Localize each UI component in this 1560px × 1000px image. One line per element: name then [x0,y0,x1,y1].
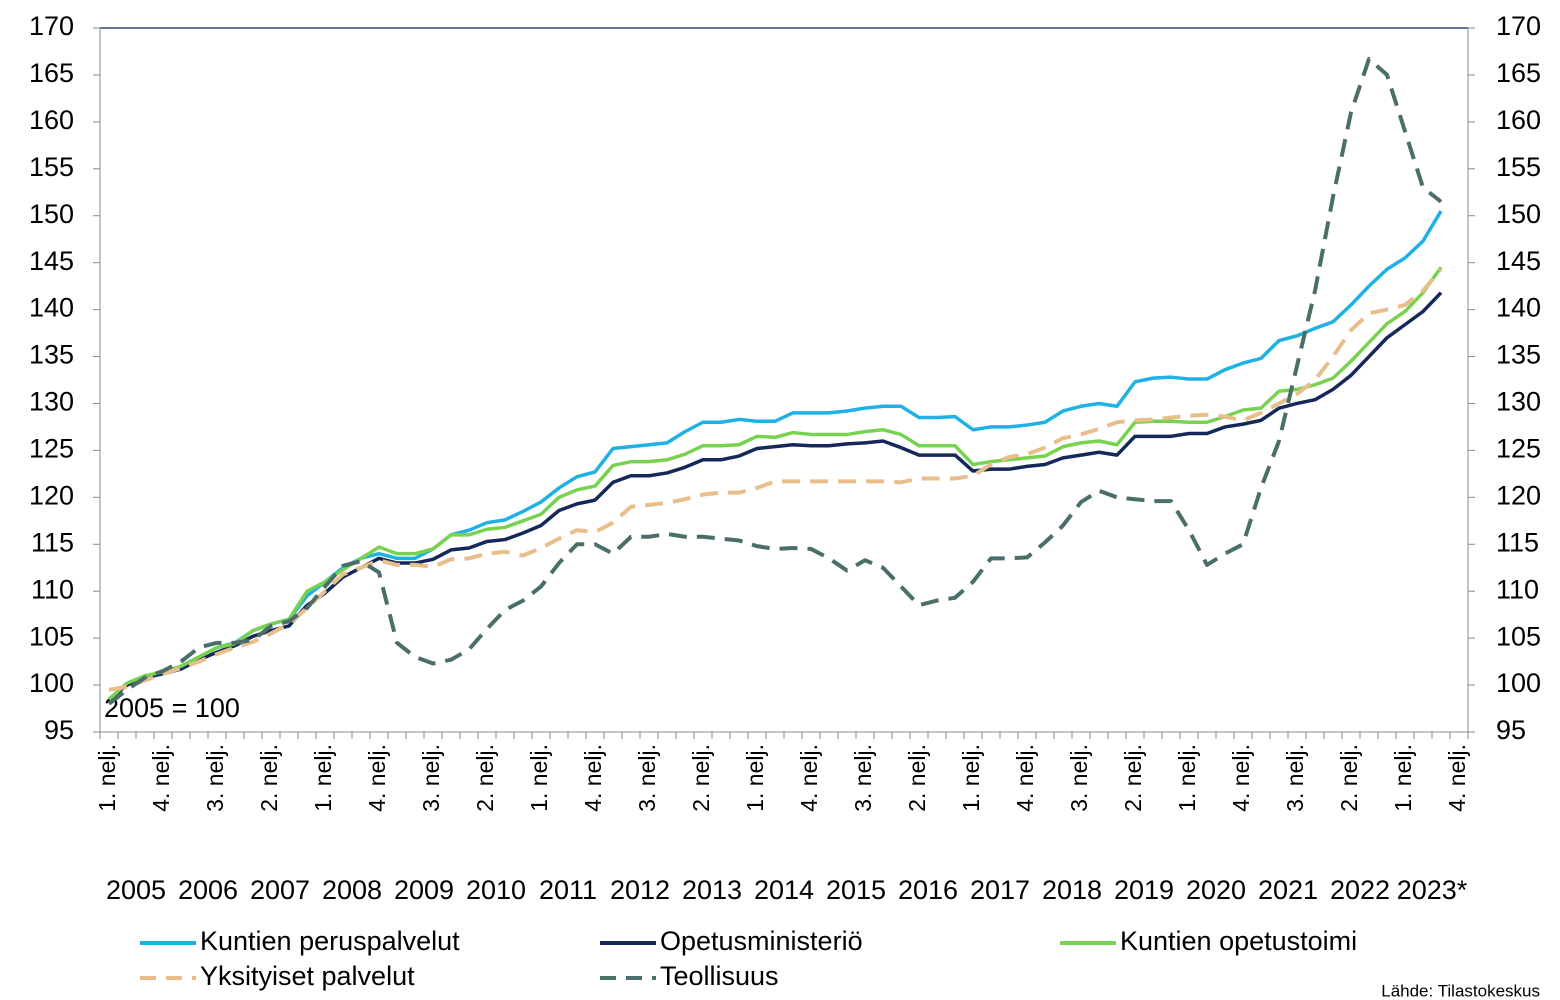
year-label: 2021 [1258,875,1318,905]
x-tick-label: 1. nelj. [94,744,120,812]
y2-tick-label: 130 [1496,387,1541,417]
source: Lähde: Tilastokeskus [1381,981,1540,1000]
year-label: 2015 [826,875,886,905]
x-tick-label: 2. nelj. [1120,744,1146,812]
y-tick-label: 100 [29,668,74,698]
y-tick-label: 95 [44,715,74,745]
x-tick-label: 1. nelj. [526,744,552,812]
y-tick-label: 130 [29,387,74,417]
x-tick-label: 2. nelj. [256,744,282,812]
plot-area [100,28,1468,732]
legend-label: Kuntien peruspalvelut [200,926,460,956]
y-tick-label: 150 [29,199,74,229]
y2-tick-label: 125 [1496,434,1541,464]
year-label: 2012 [610,875,670,905]
x-tick-label: 3. nelj. [418,744,444,812]
y-tick-label: 110 [31,574,74,604]
year-label: 2010 [466,875,526,905]
y-tick-label: 160 [29,105,74,135]
year-label: 2008 [322,875,382,905]
x-tick-label: 3. nelj. [1282,744,1308,812]
x-tick-label: 2. nelj. [688,744,714,812]
year-label: 2018 [1042,875,1102,905]
x-tick-label: 1. nelj. [958,744,984,812]
y-tick-label: 115 [31,527,74,557]
legend-label: Opetusministeriö [660,926,863,956]
y2-tick-label: 165 [1496,58,1541,88]
year-label: 2009 [394,875,454,905]
y-tick-label: 170 [29,11,74,41]
legend-label: Teollisuus [660,961,779,991]
year-label: 2016 [898,875,958,905]
x-tick-label: 4. nelj. [1444,744,1470,812]
y-tick-label: 165 [29,58,74,88]
y-tick-label: 105 [29,621,74,651]
x-tick-label: 1. nelj. [1390,744,1416,812]
year-label: 2023* [1397,875,1468,905]
year-label: 2013 [682,875,742,905]
y2-tick-label: 105 [1496,621,1541,651]
y2-tick-label: 100 [1496,668,1541,698]
annotation: 2005 = 100 [104,693,240,723]
y2-tick-label: 160 [1496,105,1541,135]
x-tick-label: 3. nelj. [634,744,660,812]
x-tick-label: 4. nelj. [1012,744,1038,812]
year-label: 2011 [539,875,597,905]
y2-tick-label: 115 [1496,527,1539,557]
x-tick-label: 2. nelj. [904,744,930,812]
legend-label: Kuntien opetustoimi [1120,926,1357,956]
x-tick-label: 1. nelj. [742,744,768,812]
y2-tick-label: 155 [1496,152,1541,182]
series-line [107,291,1443,701]
y2-tick-label: 145 [1496,246,1541,276]
y2-tick-label: 140 [1496,293,1541,323]
y2-tick-label: 95 [1496,715,1526,745]
x-tick-label: 4. nelj. [1228,744,1254,812]
year-label: 2006 [178,875,238,905]
year-label: 2017 [970,875,1030,905]
x-tick-label: 3. nelj. [850,744,876,812]
year-label: 2022 [1330,875,1390,905]
year-label: 2020 [1186,875,1246,905]
x-tick-label: 4. nelj. [148,744,174,812]
series-line [107,56,1443,706]
y2-tick-label: 135 [1496,340,1541,370]
y-tick-label: 155 [29,152,74,182]
x-tick-label: 3. nelj. [1066,744,1092,812]
x-tick-label: 1. nelj. [1174,744,1200,812]
x-tick-label: 4. nelj. [796,744,822,812]
x-tick-label: 2. nelj. [472,744,498,812]
x-tick-label: 1. nelj. [310,744,336,812]
year-label: 2019 [1114,875,1174,905]
y-tick-label: 140 [29,293,74,323]
y-tick-label: 120 [29,480,74,510]
y2-tick-label: 110 [1496,574,1539,604]
x-tick-label: 4. nelj. [364,744,390,812]
year-label: 2007 [250,875,310,905]
y2-tick-label: 170 [1496,11,1541,41]
x-tick-label: 3. nelj. [202,744,228,812]
legend-label: Yksityiset palvelut [200,961,415,991]
y2-tick-label: 150 [1496,199,1541,229]
y-tick-label: 125 [29,434,74,464]
y-tick-label: 135 [29,340,74,370]
x-tick-label: 4. nelj. [580,744,606,812]
y2-tick-label: 120 [1496,480,1541,510]
x-tick-label: 2. nelj. [1336,744,1362,812]
series-line [108,267,1443,692]
year-label: 2014 [754,875,814,905]
y-tick-label: 145 [29,246,74,276]
year-label: 2005 [106,875,166,905]
